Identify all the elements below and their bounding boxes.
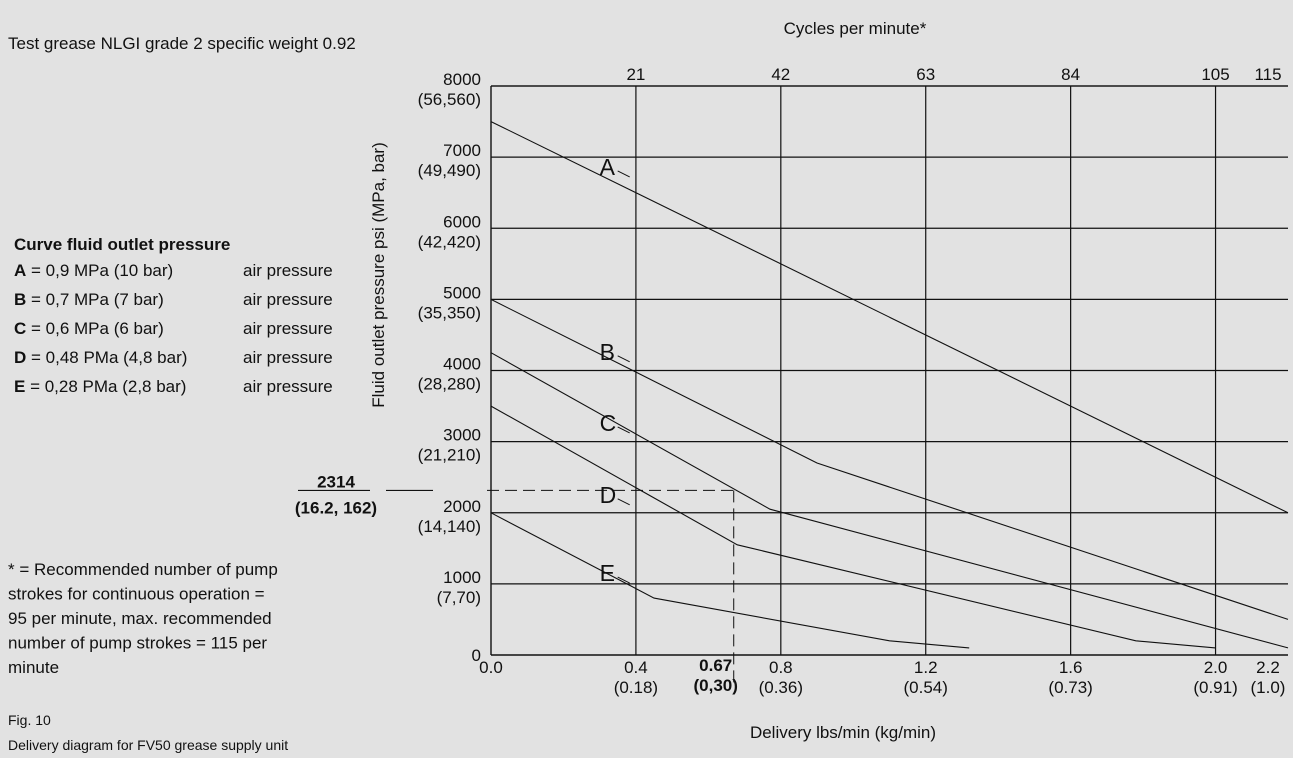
figure-caption: Delivery diagram for FV50 grease supply …	[8, 737, 288, 753]
curve-d	[490, 405, 1216, 649]
legend-item-b: B = 0,7 MPa (7 bar)	[14, 290, 164, 309]
y-tick-sublabel: (21,210)	[418, 446, 481, 465]
x-tick-label: 0.0	[479, 658, 503, 677]
y-tick-label: 4000	[443, 355, 481, 374]
x-tick-sublabel: (0.36)	[759, 678, 803, 697]
y-tick-label: 8000	[443, 70, 481, 89]
legend-item-suffix: air pressure	[243, 348, 333, 367]
curve-a	[490, 121, 1289, 514]
curve-label-leader	[617, 498, 630, 506]
footnote-line: strokes for continuous operation =	[8, 585, 265, 604]
curve-label-a: A	[600, 154, 616, 180]
y-tick-sublabel: (28,280)	[418, 375, 481, 394]
legend-item-suffix: air pressure	[243, 319, 333, 338]
y-tick-label: 2000	[443, 497, 481, 516]
footnote-line: minute	[8, 658, 59, 677]
annotation-y-sub: (16.2, 162)	[295, 498, 377, 517]
chart-annotation: 2314 (16.2, 162) 0.67(0,30)	[295, 472, 738, 695]
curve-label-d: D	[600, 482, 617, 508]
curve-label-leader	[617, 576, 630, 584]
y-tick-sublabel: (42,420)	[418, 232, 481, 251]
chart-grid	[490, 85, 1288, 656]
curve-label-c: C	[600, 410, 617, 436]
x-tick-label: 0.8	[769, 658, 793, 677]
legend-item-suffix: air pressure	[243, 290, 333, 309]
cycles-tick-label: 42	[771, 65, 790, 84]
x-tick-label: 1.6	[1059, 658, 1083, 677]
y-tick-label: 6000	[443, 212, 481, 231]
figure-label: Fig. 10	[8, 712, 51, 728]
curve-label-leader	[617, 355, 630, 363]
legend-item-c: C = 0,6 MPa (6 bar)	[14, 319, 164, 338]
cycles-tick-label: 21	[626, 65, 645, 84]
legend-item-text: = 0,6 MPa (6 bar)	[26, 319, 163, 338]
cycles-per-minute-axis-label: Cycles per minute*	[784, 19, 927, 38]
legend-item-text: = 0,28 PMa (2,8 bar)	[25, 377, 186, 396]
x-tick-sublabel: (1.0)	[1251, 678, 1286, 697]
x-tick-sublabel: (0.54)	[904, 678, 948, 697]
legend-item-letter: D	[14, 348, 26, 367]
chart-series: A B C D E	[490, 121, 1289, 649]
curve-label-leader	[617, 426, 630, 434]
curve-b	[490, 298, 1289, 620]
y-tick-label: 5000	[443, 283, 481, 302]
y-axis-label: Fluid outlet pressure psi (MPa, bar)	[369, 142, 388, 408]
y-tick-sublabel: (35,350)	[418, 303, 481, 322]
legend-item-text: = 0,9 MPa (10 bar)	[26, 261, 173, 280]
y-axis-ticks: 01000(7,70)2000(14,140)3000(21,210)4000(…	[418, 70, 481, 665]
cycles-tick-label: 105	[1201, 65, 1229, 84]
footnote-line: * = Recommended number of pump	[8, 560, 278, 579]
x-tick-label: 0.4	[624, 658, 648, 677]
curve-e	[490, 512, 970, 649]
footnote-line: number of pump strokes = 115 per	[8, 634, 267, 653]
cycles-tick-label: 63	[916, 65, 935, 84]
y-tick-sublabel: (14,140)	[418, 517, 481, 536]
x-tick-sublabel: (0.18)	[614, 678, 658, 697]
legend-item-suffix: air pressure	[243, 377, 333, 396]
x-tick-sublabel: (0.73)	[1048, 678, 1092, 697]
test-grease-note: Test grease NLGI grade 2 specific weight…	[8, 34, 356, 53]
curve-c	[490, 352, 1289, 649]
y-tick-label: 3000	[443, 426, 481, 445]
legend-item-letter: C	[14, 319, 26, 338]
y-tick-sublabel: (49,490)	[418, 161, 481, 180]
footnote-line: 95 per minute, max. recommended	[8, 609, 272, 628]
cycles-axis-ticks: 21 42 63 84 105 115	[626, 65, 1281, 84]
x-tick-sublabel: (0.91)	[1193, 678, 1237, 697]
y-tick-sublabel: (56,560)	[418, 90, 481, 109]
curve-label-leader	[617, 170, 630, 178]
legend-item-d: D = 0,48 PMa (4,8 bar)	[14, 348, 187, 367]
x-tick-label: 2.0	[1204, 658, 1228, 677]
legend-item-letter: E	[14, 377, 25, 396]
cycles-tick-label: 115	[1254, 65, 1281, 84]
curve-label-b: B	[600, 339, 615, 365]
legend-item-text: = 0,48 PMa (4,8 bar)	[26, 348, 187, 367]
annotation-y-value: 2314	[317, 472, 355, 491]
y-tick-label: 1000	[443, 568, 481, 587]
footnote: * = Recommended number of pump strokes fo…	[8, 560, 278, 677]
legend-item-a: A = 0,9 MPa (10 bar)	[14, 261, 173, 280]
legend-item-letter: B	[14, 290, 26, 309]
y-tick-label: 0	[472, 646, 481, 665]
cycles-tick-label: 84	[1061, 65, 1080, 84]
legend: A = 0,9 MPa (10 bar) air pressure B = 0,7 …	[14, 261, 333, 396]
x-axis-label: Delivery lbs/min (kg/min)	[750, 723, 936, 742]
legend-item-suffix: air pressure	[243, 261, 333, 280]
x-axis-ticks: 0.0 0.4(0.18) 0.8(0.36) 1.2(0.54) 1.6(0.73) 2…	[479, 658, 1285, 697]
legend-item-text: = 0,7 MPa (7 bar)	[26, 290, 163, 309]
curve-label-e: E	[600, 560, 615, 586]
y-tick-sublabel: (7,70)	[437, 588, 481, 607]
legend-item-e: E = 0,28 PMa (2,8 bar)	[14, 377, 186, 396]
legend-item-letter: A	[14, 261, 26, 280]
annotation-x-value: 0.67	[699, 656, 732, 675]
y-tick-label: 7000	[443, 141, 481, 160]
x-tick-label: 2.2	[1256, 658, 1280, 677]
annotation-x-sub: (0,30)	[694, 676, 738, 695]
legend-title: Curve fluid outlet pressure	[14, 235, 230, 254]
x-tick-label: 1.2	[914, 658, 938, 677]
